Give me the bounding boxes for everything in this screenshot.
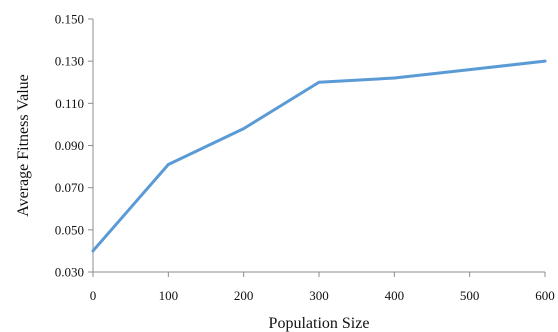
y-tick-label: 0.130 xyxy=(55,54,84,69)
y-axis-title: Average Fitness Value xyxy=(15,74,32,216)
x-tick-label: 600 xyxy=(535,288,555,303)
x-tick-label: 300 xyxy=(309,288,329,303)
axes xyxy=(92,19,545,273)
data-point xyxy=(166,163,170,166)
series-layer xyxy=(91,59,547,253)
x-ticks: 0 100 200 300 400 500 600 xyxy=(90,272,555,303)
y-tick-label: 0.030 xyxy=(55,265,84,280)
x-tick-label: 100 xyxy=(159,288,179,303)
y-tick-label: 0.090 xyxy=(55,138,84,153)
x-tick-label: 200 xyxy=(234,288,254,303)
y-tick-label: 0.110 xyxy=(55,96,84,111)
x-tick-label: 400 xyxy=(385,288,405,303)
data-point xyxy=(392,76,396,80)
series-line xyxy=(91,59,547,253)
y-ticks: 0.030 0.050 0.070 0.090 0.110 0.130 0.150 xyxy=(55,12,93,280)
y-tick-label: 0.150 xyxy=(55,12,84,27)
data-point xyxy=(91,249,95,253)
data-point xyxy=(317,80,321,84)
x-tick-label: 500 xyxy=(460,288,480,303)
x-tick-label: 0 xyxy=(90,288,97,303)
data-point xyxy=(543,59,547,63)
y-tick-label: 0.050 xyxy=(55,222,84,237)
data-point xyxy=(468,68,472,71)
data-point xyxy=(242,127,246,131)
x-axis-title: Population Size xyxy=(269,315,370,332)
y-tick-label: 0.070 xyxy=(55,180,84,195)
